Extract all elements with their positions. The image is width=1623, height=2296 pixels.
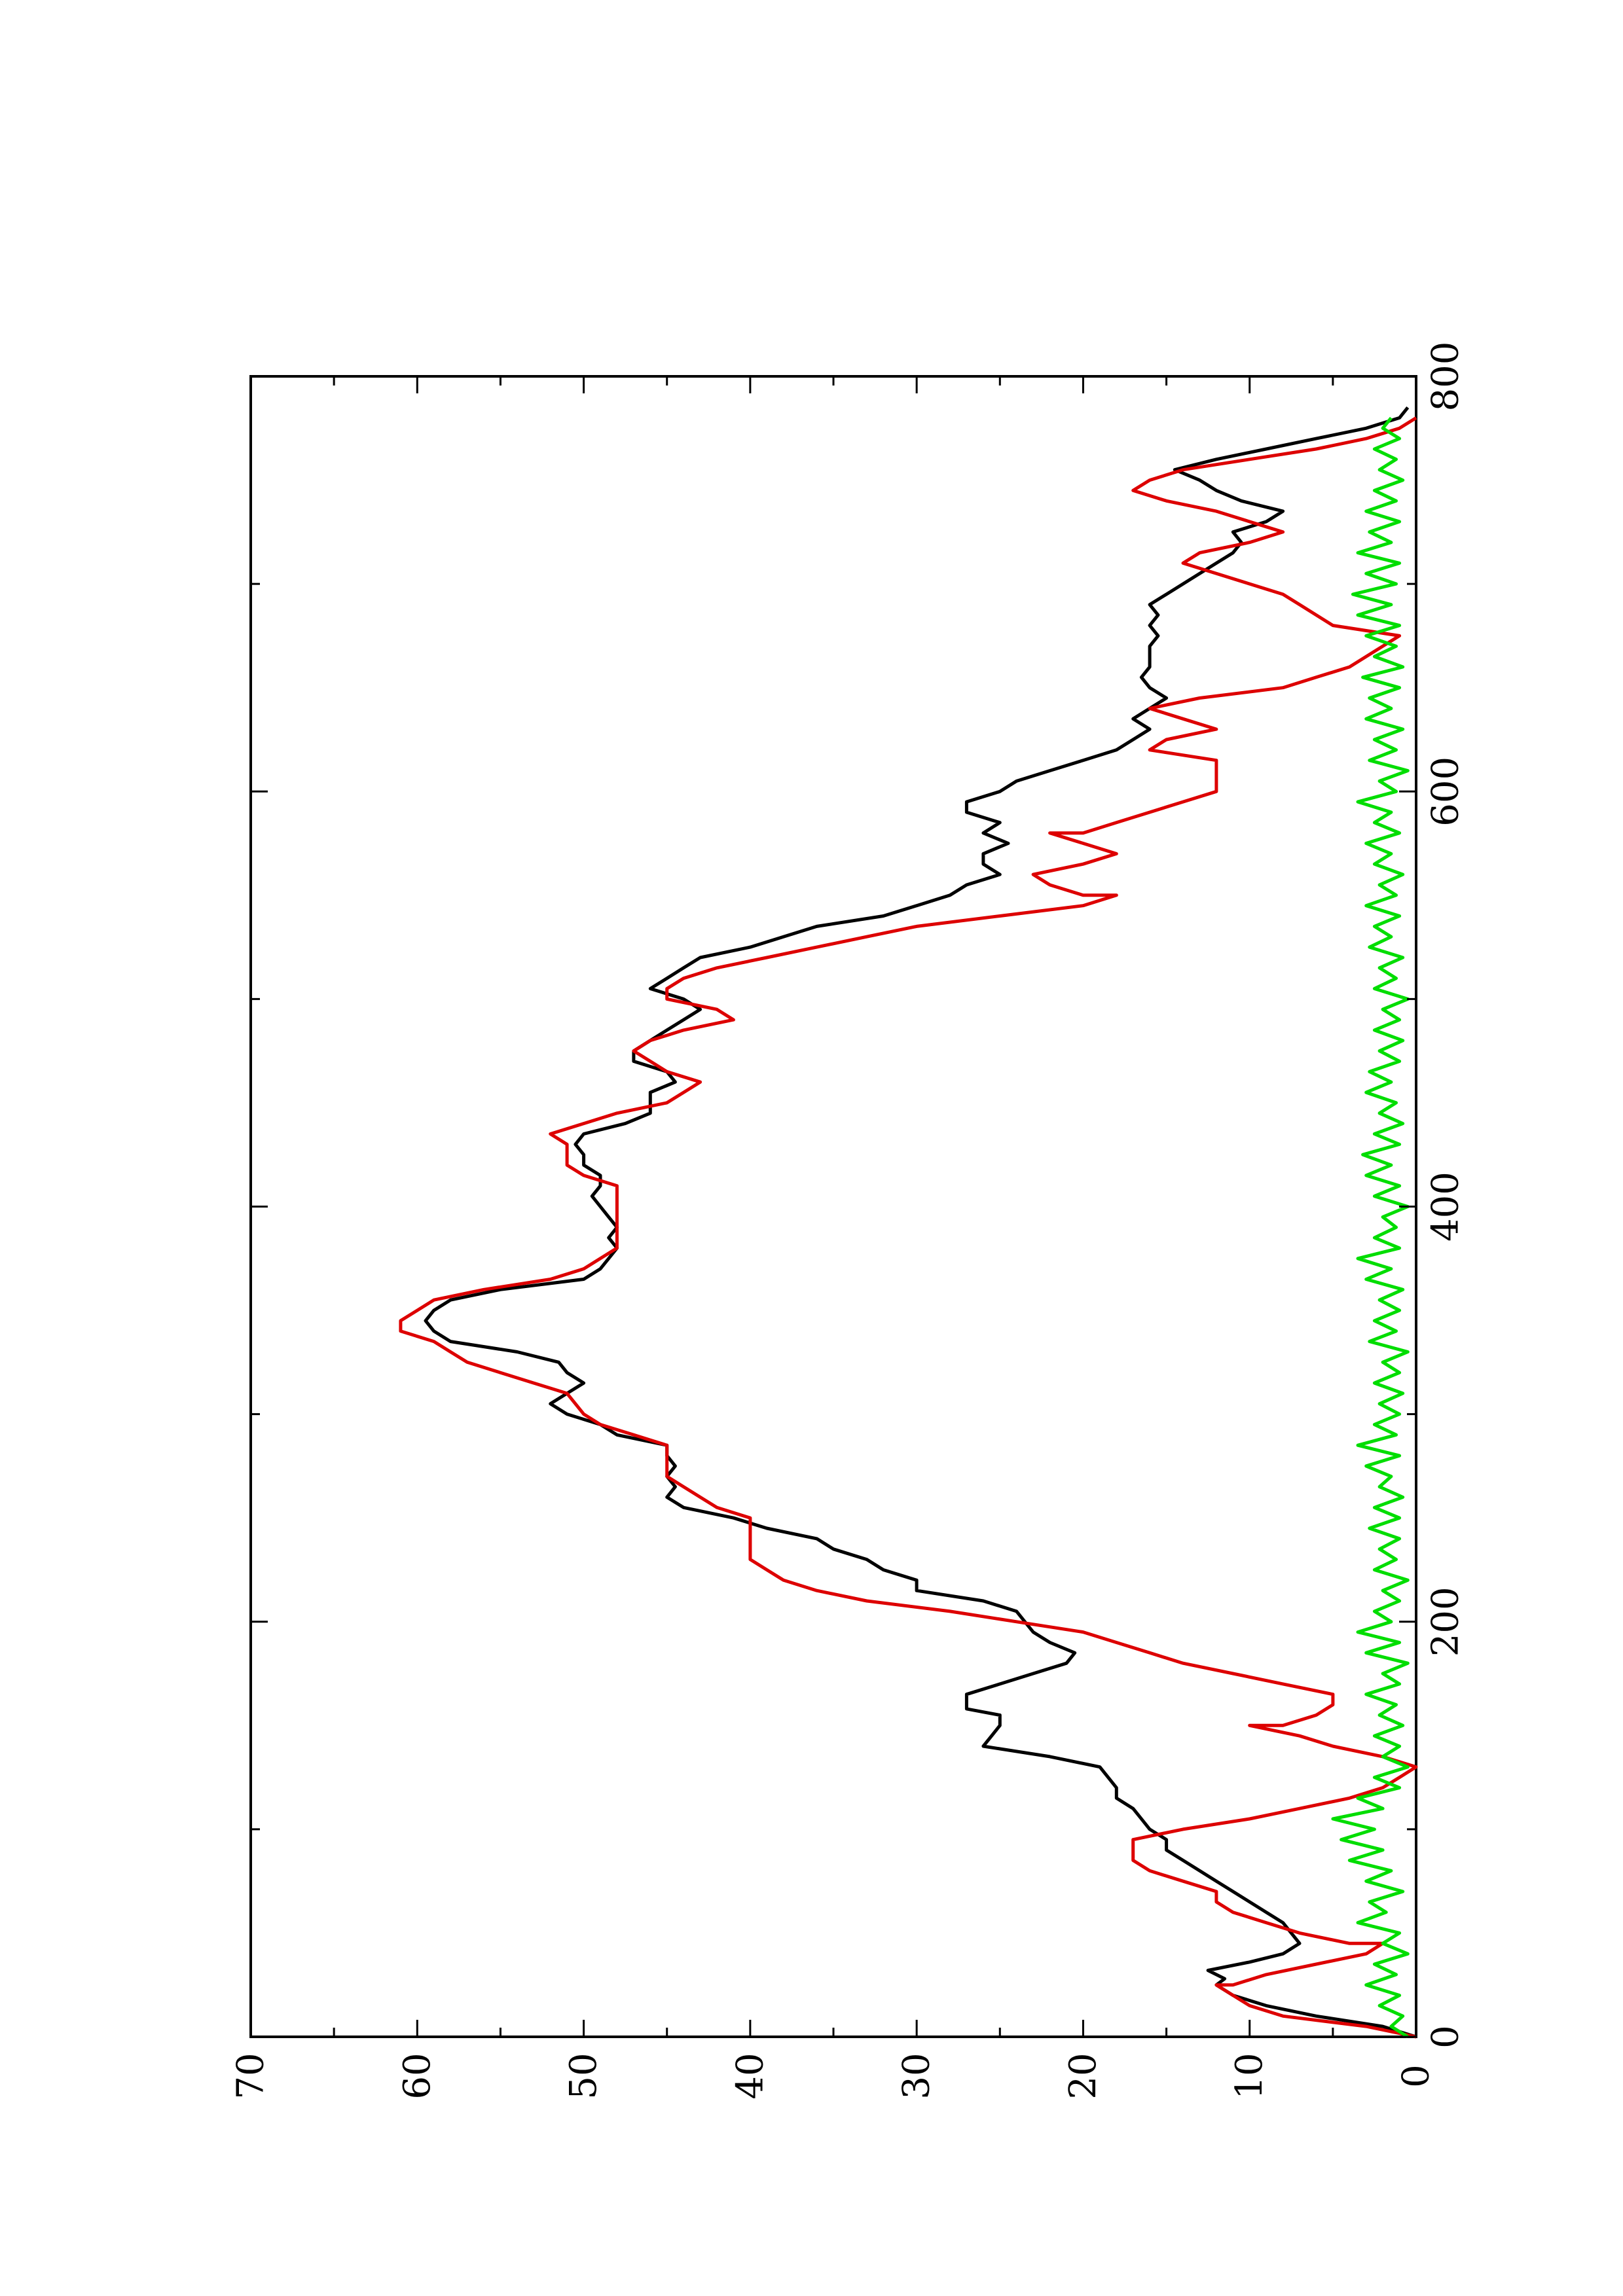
series-layer [399,406,1418,2039]
plot-border [249,375,1417,2038]
series-black-line [424,406,1417,2039]
y-tick-label: 60 [396,2053,439,2099]
series-red-line [399,416,1418,2039]
y-tick-label: 70 [230,2053,272,2099]
x-tick-label: 600 [1425,757,1467,827]
ticks-layer [249,375,1417,2038]
plot-frame [249,375,1417,2038]
x-tick-label: 200 [1425,1587,1467,1657]
y-tick-label: 0 [1395,2064,1438,2088]
y-tick-label: 30 [896,2053,938,2099]
x-tick-label: 800 [1425,342,1467,412]
x-tick-label: 0 [1425,2025,1467,2049]
series-green-line [1331,416,1410,2039]
y-tick-label: 20 [1062,2053,1104,2099]
y-tick-label: 50 [562,2053,605,2099]
y-tick-label: 10 [1228,2053,1271,2099]
y-tick-label: 40 [729,2053,771,2099]
x-tick-label: 400 [1425,1172,1467,1242]
tick-labels-layer: 0 200 400 600 800 0 10 20 30 40 50 60 70 [230,342,1467,2100]
